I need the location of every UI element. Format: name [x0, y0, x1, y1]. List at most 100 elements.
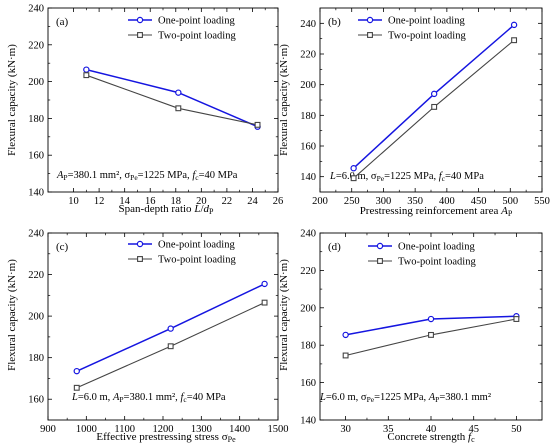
- panel-d-series-1-point: [427, 315, 435, 323]
- panel-d-legend-label-1: One-point loading: [398, 242, 475, 253]
- panel-a-series-1-line: [86, 68, 258, 128]
- panel-c-ytick-label: 200: [28, 312, 44, 323]
- panel-c-series-2-point: [73, 384, 80, 391]
- panel-b-xtick-label: 400: [439, 196, 455, 207]
- panel-d: 30 35 40 45 50 140 160 180 200 220 240 (d) One-point…: [300, 229, 543, 435]
- panel-c-series-2-point: [167, 343, 174, 350]
- panel-a-series-2-point: [175, 105, 182, 112]
- panel-c-ytick-label: 180: [28, 353, 44, 364]
- panel-a-tag: (a): [56, 16, 69, 28]
- panel-b-series-1-point: [350, 165, 357, 172]
- panel-a-ytick-label: 180: [28, 114, 44, 125]
- panel-d-series-1-point: [342, 331, 349, 339]
- panel-a: 10 12 14 16 18 20 22 24 26 140 160 180 200 220 240 (a) O…: [28, 4, 283, 208]
- panel-b-series-1-point: [430, 90, 438, 98]
- panel-c-series-2-point: [261, 299, 268, 306]
- panel-a-ytick-label: 240: [28, 4, 44, 15]
- panel-c-xtick-label: 900: [40, 424, 56, 435]
- panel-d-legend-marker-2: [377, 258, 383, 264]
- panel-b-xtick-label: 500: [502, 196, 518, 207]
- panel-d-xtick-label: 50: [511, 424, 522, 435]
- panel-a-series-2-point: [83, 72, 90, 79]
- panel-a-legend-marker-1: [136, 16, 144, 24]
- panel-d-series-2-point: [428, 331, 434, 338]
- panel-a-ytick-label: 220: [28, 40, 44, 51]
- panel-d-legend-marker-1: [376, 242, 384, 250]
- panel-b-series-2-point: [350, 175, 357, 182]
- panel-d-ytick-label: 140: [300, 416, 316, 427]
- panel-c-series-1-point: [261, 280, 268, 288]
- panel-c-legend-marker-1: [136, 240, 144, 248]
- panel-b-legend-marker-2: [367, 32, 373, 38]
- panel-c-ytick-label: 220: [28, 270, 44, 281]
- panel-d-xtick-label: 35: [383, 424, 394, 435]
- panel-c-xtick-label: 1000: [76, 424, 97, 435]
- panel-a-ytick-label: 200: [28, 77, 44, 88]
- panel-b-xtick-label: 200: [312, 196, 328, 207]
- panel-a-series-2-line: [86, 74, 258, 126]
- panel-d-annotation: L=6.0 m, σPe=1225 MPa, AP=380.1 mm²: [319, 392, 491, 404]
- panel-d-legend-label-2: Two-point loading: [398, 257, 476, 268]
- panel-b-xtick-label: 350: [407, 196, 423, 207]
- panel-c-xtick-label: 1200: [153, 424, 174, 435]
- panel-c-annotation: L=6.0 m, AP=380.1 mm², fc=40 MPa: [71, 392, 226, 404]
- panel-b-legend-marker-1: [366, 16, 374, 24]
- panel-b-series-2-point: [431, 103, 438, 110]
- plot-layer: 10 12 14 16 18 20 22 24 26 140 160 180 200 220 240 (a) O…: [28, 4, 550, 436]
- panel-b-xlabel: Prestressing reinforcement area AP: [360, 205, 513, 218]
- panel-d-xlabel: Concrete strength fc: [387, 431, 475, 444]
- panel-d-xtick-label: 40: [426, 424, 437, 435]
- panel-d-tag: (d): [328, 241, 341, 253]
- panel-c-series-1-point: [167, 325, 174, 332]
- panel-a-xtick-label: 10: [68, 196, 79, 207]
- panel-b-series-2-point: [511, 37, 518, 44]
- panel-c-ylabel: Flexural capacity (kN·m): [6, 259, 18, 371]
- panel-b-ytick-label: 160: [300, 142, 316, 153]
- panel-d-ytick-label: 180: [300, 341, 316, 352]
- panel-d-ytick-label: 240: [300, 229, 316, 240]
- panel-a-ytick-label: 160: [28, 151, 44, 162]
- panel-a-xtick-label: 12: [94, 196, 105, 207]
- panel-b-legend-label-2: Two-point loading: [388, 31, 466, 42]
- panel-a-legend-label-2: Two-point loading: [158, 31, 236, 42]
- panel-d-ytick-label: 160: [300, 378, 316, 389]
- panel-a-ytick-label: 140: [28, 188, 44, 199]
- panel-c: 900 1000 1100 1200 1300 1400 1500 160 180 200 220 2…: [28, 229, 288, 436]
- panel-c-xtick-label: 1400: [229, 424, 250, 435]
- panel-c-legend-marker-2: [137, 256, 143, 262]
- panel-d-series-2-point: [513, 316, 520, 322]
- panel-a-series-2-point: [254, 121, 261, 128]
- panel-b-ylabel: Flexural capacity (kN·m): [278, 44, 290, 156]
- panel-a-legend-label-1: One-point loading: [158, 16, 235, 27]
- panel-d-xtick-label: 45: [468, 424, 479, 435]
- panel-a-xtick-label: 26: [273, 196, 284, 207]
- panel-b-xtick-label: 550: [534, 196, 550, 207]
- panel-a-xtick-label: 14: [119, 196, 130, 207]
- panel-d-series-2-point: [342, 352, 349, 359]
- panel-c-series-1-point: [73, 367, 80, 375]
- panel-b-ytick-label: 180: [300, 111, 316, 122]
- panel-c-xtick-label: 1500: [268, 424, 289, 435]
- panel-c-xlabel: Effective prestressing stress σPe: [96, 431, 236, 444]
- panel-b-xtick-label: 450: [471, 196, 487, 207]
- panel-c-legend-label-1: One-point loading: [158, 240, 235, 251]
- panel-a-legend-marker-2: [137, 32, 143, 38]
- panel-a-annotation: AP=380.1 mm², σPe=1225 MPa, fc=40 MPa: [56, 170, 238, 182]
- panel-c-xtick-label: 1100: [114, 424, 135, 435]
- panel-a-ylabel: Flexural capacity (kN·m): [6, 44, 18, 156]
- panel-a-xtick-label: 16: [145, 196, 156, 207]
- panel-d-ytick-label: 220: [300, 266, 316, 277]
- panel-c-xtick-label: 1300: [191, 424, 212, 435]
- panel-b-ytick-label: 240: [300, 19, 316, 30]
- panel-d-ylabel: Flexural capacity (kN·m): [278, 259, 290, 371]
- panel-b-legend-label-1: One-point loading: [388, 16, 465, 27]
- panel-b-xtick-label: 300: [376, 196, 392, 207]
- panel-b-ytick-label: 200: [300, 80, 316, 91]
- panel-d-xtick-label: 30: [340, 424, 351, 435]
- panel-b-ytick-label: 220: [300, 50, 316, 61]
- panel-b: 200 250 300 350 400 450 500 550 140 160 180 200 220 2…: [300, 7, 550, 207]
- panel-a-xlabel: Span-depth ratio L/dP: [119, 203, 214, 216]
- panel-a-series-1-point: [83, 66, 90, 73]
- panel-c-ytick-label: 240: [28, 229, 44, 240]
